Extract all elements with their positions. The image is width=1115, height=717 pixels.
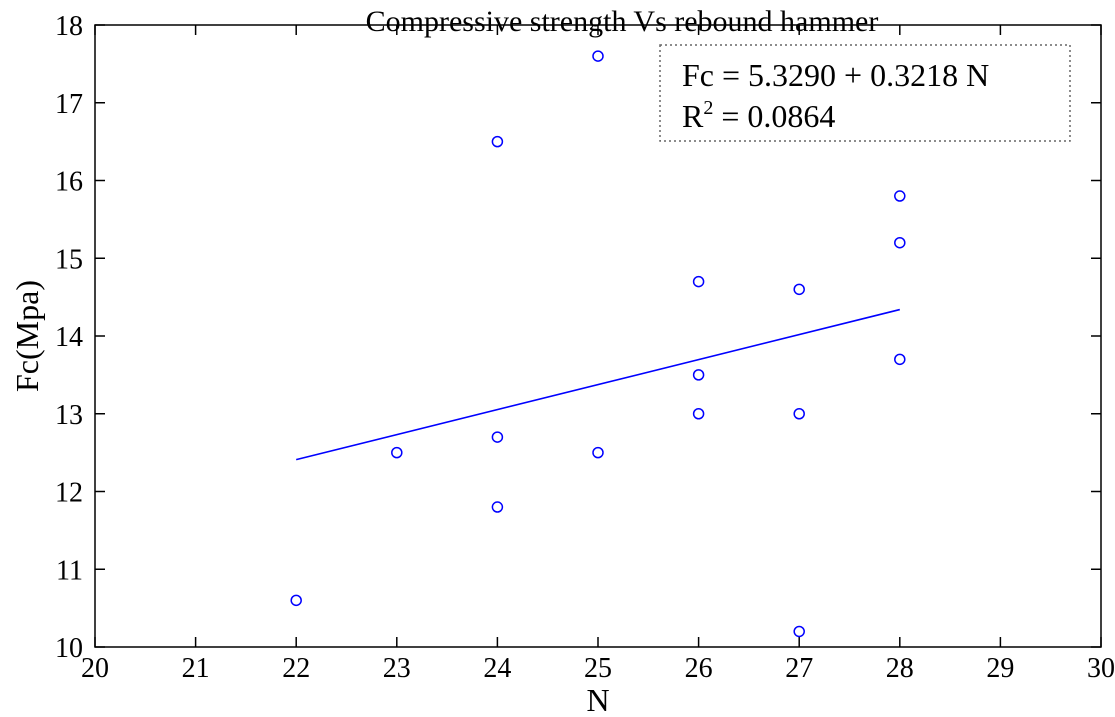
x-tick-label: 25 [584,653,612,684]
y-axis-title: Fc(Mpa) [9,280,45,392]
data-point [894,353,906,366]
equation-text: Fc = 5.3290 + 0.3218 N [682,57,989,93]
y-tick-label: 11 [56,555,83,586]
y-axis: 10 11 12 13 14 15 16 17 18 [55,11,1101,664]
regression-line [296,308,900,461]
data-point [290,594,302,607]
r-squared-superscript: 2 [703,97,713,119]
data-point [491,501,504,513]
equation-box: Fc = 5.3290 + 0.3218 N R2 = 0.0864 [659,44,1071,142]
y-tick-label: 13 [55,400,83,431]
x-tick-label: 21 [182,653,210,684]
data-point [793,283,805,296]
data-point [692,369,705,381]
data-point [894,236,906,249]
data-point [894,190,906,202]
data-point [592,50,604,62]
y-tick-label: 18 [55,11,83,42]
y-tick-label: 16 [55,167,83,198]
y-tick-label: 10 [55,633,83,664]
data-points [290,50,906,638]
data-point [592,446,604,459]
data-point [793,625,805,638]
data-point [692,408,705,420]
r-squared-value: = 0.0864 [713,98,835,134]
x-axis: 20 21 22 23 24 25 26 27 28 29 30 [81,25,1115,684]
x-tick-label: 20 [81,653,109,684]
x-tick-label: 28 [886,653,914,684]
x-tick-label: 23 [383,653,411,684]
x-tick-label: 24 [483,653,511,684]
data-point [692,275,705,288]
r-squared-prefix: R [682,98,704,134]
x-tick-label: 30 [1087,653,1115,684]
data-point [491,135,504,148]
r-squared-text: R2 = 0.0864 [682,97,835,134]
data-point [793,408,805,420]
data-point [391,446,403,459]
data-point [491,431,504,443]
chart-title: Compressive strength Vs rebound hammer [366,5,879,38]
y-tick-label: 14 [55,322,83,353]
x-axis-title: N [586,682,609,717]
x-tick-label: 27 [785,653,813,684]
x-tick-label: 26 [685,653,713,684]
y-tick-label: 12 [55,478,83,509]
equation-box-border [659,44,1071,142]
y-tick-label: 17 [55,89,83,120]
x-tick-label: 29 [986,653,1014,684]
y-tick-label: 15 [55,244,83,275]
x-tick-label: 22 [282,653,310,684]
